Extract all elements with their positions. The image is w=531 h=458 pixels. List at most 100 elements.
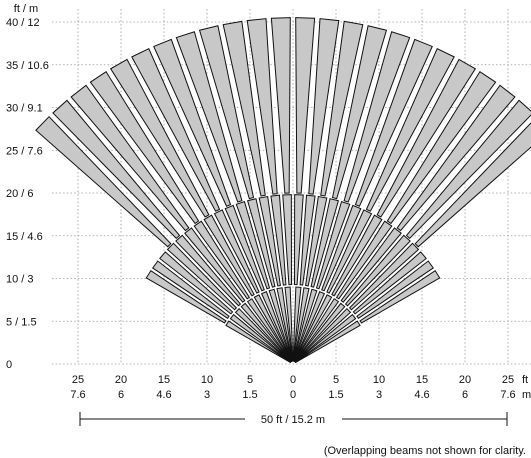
x-tick-label-ft: 15 [416, 374, 428, 386]
long-range-zone [405, 99, 531, 240]
x-tick-label-m: 7.6 [70, 389, 85, 401]
mid-range-zone [224, 204, 265, 292]
mid-range-zone [282, 194, 293, 286]
mid-range-zone [352, 251, 427, 315]
x-tick-label-ft: 0 [290, 374, 296, 386]
y-tick-label: 40 / 12 [6, 17, 40, 29]
mid-range-zone [310, 198, 339, 288]
mid-range-zone [166, 242, 238, 311]
long-range-zone [414, 122, 531, 248]
y-tick-label: 0 [6, 359, 12, 371]
long-range-zone [153, 38, 232, 207]
x-tick-label-m: 1.5 [328, 389, 343, 401]
long-range-zone [198, 25, 255, 200]
mid-range-zone [151, 260, 230, 319]
mid-range-zone [305, 195, 328, 287]
mid-range-zone [340, 227, 402, 303]
x-unit-label-m: m [522, 389, 531, 401]
long-range-zone [175, 31, 243, 203]
mid-range-zone [247, 198, 276, 288]
mid-range-zone [258, 195, 281, 287]
long-range-zone [222, 20, 266, 197]
x-tick-label-m: 4.6 [156, 389, 171, 401]
short-range-zone [292, 287, 310, 362]
long-range-zone [365, 47, 455, 212]
mid-range-zone [348, 242, 420, 311]
x-tick-label-ft: 10 [373, 374, 385, 386]
long-range-zone [270, 17, 291, 194]
x-unit-label-ft: ft [522, 374, 528, 386]
mid-range-zone [235, 201, 271, 290]
mid-range-zone [193, 220, 251, 300]
short-range-zone [240, 302, 292, 363]
x-tick-label-m: 1.5 [242, 389, 257, 401]
short-range-zone [293, 291, 326, 362]
short-range-zone [253, 294, 293, 362]
long-range-zone [396, 84, 516, 232]
mid-range-zone [344, 234, 411, 307]
short-range-zone [276, 287, 294, 362]
x-tick-label-ft: 5 [333, 374, 339, 386]
x-tick-label-m: 6 [462, 389, 468, 401]
x-tick-label-m: 4.6 [414, 389, 429, 401]
short-range-zone [294, 302, 346, 363]
short-range-zone [293, 288, 318, 362]
y-tick-label: 5 / 1.5 [6, 316, 37, 328]
short-range-zone [292, 286, 302, 362]
short-range-zone [225, 320, 292, 364]
mid-range-zone [159, 251, 234, 315]
mid-range-zone [315, 201, 351, 290]
short-range-zone [294, 307, 352, 363]
axes: ft / m ft m 0 5 / 1.5 10 / 3 15 / 4.6 20 / 6… [6, 3, 531, 401]
y-tick-label: 15 / 4.6 [6, 231, 43, 243]
short-range-zone [234, 307, 292, 363]
x-tick-label-ft: 10 [201, 374, 213, 386]
long-range-zone [343, 31, 411, 203]
mid-range-zone [270, 194, 287, 286]
long-range-zone [89, 70, 200, 225]
x-tick-label-ft: 20 [115, 374, 127, 386]
x-tick-label-m: 0 [290, 389, 296, 401]
short-range-zone [246, 298, 292, 363]
mid-range-zone [359, 269, 441, 324]
footnote: (Overlapping beams not shown for clarity… [324, 445, 526, 457]
mid-range-zone [356, 260, 435, 319]
short-range-zone [260, 291, 293, 362]
detection-zones [35, 17, 531, 364]
long-range-zone [295, 17, 316, 194]
x-tick-label-m: 7.6 [500, 389, 515, 401]
x-tick-label-ft: 25 [72, 374, 84, 386]
y-tick-label: 10 / 3 [6, 274, 34, 286]
short-range-zone [284, 286, 294, 362]
long-range-zone [308, 18, 340, 195]
x-tick-label-ft: 20 [459, 374, 471, 386]
mid-range-zone [145, 269, 227, 324]
long-range-zone [376, 58, 477, 218]
mid-range-zone [184, 227, 246, 303]
x-tick-label-m: 3 [204, 389, 210, 401]
short-range-zone [294, 298, 340, 363]
mid-range-zone [213, 209, 260, 294]
long-range-zone [109, 58, 210, 218]
long-range-zone [246, 18, 278, 195]
x-tick-label-ft: 5 [247, 374, 253, 386]
long-range-zone [331, 25, 388, 200]
mid-range-zone [331, 214, 383, 297]
mid-range-zone [326, 209, 373, 294]
long-range-zone [386, 70, 497, 225]
mid-range-zone [299, 194, 316, 286]
x-tick-label-m: 6 [118, 389, 124, 401]
width-dimension: 50 ft / 15.2 m [79, 412, 508, 426]
width-dimension-label: 50 ft / 15.2 m [261, 414, 325, 426]
long-range-zone [35, 115, 172, 248]
mid-range-zone [321, 204, 362, 292]
long-range-zone [131, 47, 221, 212]
long-range-zone [354, 38, 433, 207]
x-tick-label-ft: 25 [502, 374, 514, 386]
mid-range-zone [203, 214, 255, 297]
mid-range-zone [335, 220, 393, 300]
long-range-zone [52, 99, 181, 240]
long-range-zone [70, 84, 190, 232]
mid-range-zone [293, 194, 304, 286]
